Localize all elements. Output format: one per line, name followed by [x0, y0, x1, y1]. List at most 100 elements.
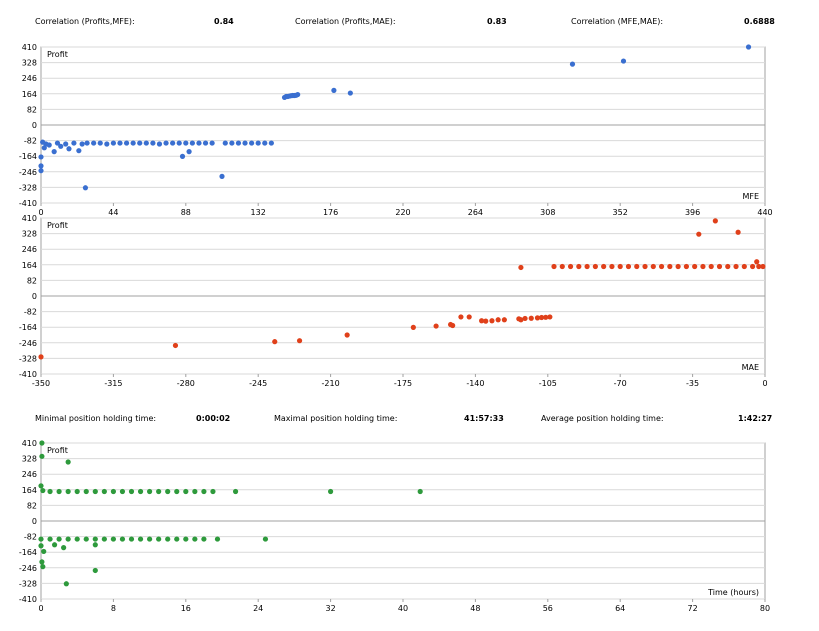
x-tick-label: -210: [322, 379, 340, 388]
y-tick-label: -410: [19, 370, 37, 379]
data-point: [255, 140, 261, 146]
stat-label: Minimal position holding time:: [35, 414, 157, 423]
data-point: [91, 140, 97, 146]
data-point: [61, 545, 67, 551]
data-point: [609, 263, 615, 270]
y-tick-label: 82: [27, 501, 37, 510]
stat-value: 41:57:33: [464, 414, 504, 423]
data-point: [104, 141, 110, 147]
data-point: [71, 140, 77, 146]
data-point: [41, 548, 47, 555]
x-tick-label: -245: [249, 379, 267, 388]
data-point: [165, 488, 171, 495]
data-point: [601, 263, 607, 270]
data-point: [128, 536, 135, 542]
x-tick-label: 220: [395, 208, 410, 217]
data-point: [76, 148, 82, 154]
data-point: [592, 263, 598, 270]
y-tick-label: -410: [19, 199, 37, 208]
stat-value: 0.6888: [744, 17, 775, 26]
data-point: [74, 488, 80, 495]
stat-label: Average position holding time:: [541, 414, 664, 423]
data-point: [489, 318, 495, 324]
data-point: [242, 140, 248, 146]
x-tick-label: -280: [177, 379, 195, 388]
data-point: [741, 263, 747, 270]
data-point: [196, 140, 202, 146]
y-tick-label: -328: [19, 354, 37, 363]
holding-time-stats: Minimal position holding time: 0:00:02 M…: [0, 414, 819, 428]
x-tick-label: 0: [38, 604, 43, 613]
data-point: [38, 154, 44, 160]
data-point: [296, 338, 303, 344]
data-point: [559, 263, 565, 270]
y-tick-label: -164: [19, 548, 37, 557]
data-point: [56, 488, 62, 495]
data-point: [745, 44, 752, 50]
data-point: [137, 140, 143, 146]
data-point: [170, 140, 176, 146]
data-point: [433, 323, 439, 329]
data-point: [658, 263, 665, 270]
data-point: [466, 314, 472, 320]
x-tick-label: -350: [32, 379, 50, 388]
data-point: [262, 140, 268, 146]
data-point: [117, 140, 123, 146]
y-tick-label: 328: [22, 455, 37, 464]
y-tick-label: -410: [19, 595, 37, 604]
data-point: [479, 318, 485, 324]
y-tick-label: 164: [22, 261, 37, 270]
data-point: [222, 140, 228, 146]
data-point: [147, 488, 153, 495]
data-point: [38, 543, 44, 549]
data-point: [295, 91, 301, 98]
data-point: [92, 488, 98, 495]
data-point: [192, 536, 198, 542]
data-point: [262, 536, 269, 542]
data-point: [82, 185, 89, 191]
x-tick-label: 308: [540, 208, 555, 217]
data-point: [760, 263, 766, 270]
data-point: [584, 263, 590, 270]
data-point: [716, 263, 723, 270]
data-point: [101, 536, 107, 542]
y-tick-label: 164: [22, 486, 37, 495]
data-point: [56, 536, 62, 542]
data-point: [165, 536, 171, 542]
data-point: [123, 140, 130, 146]
data-point: [214, 536, 221, 542]
data-point: [51, 149, 57, 155]
data-point: [130, 140, 136, 146]
x-tick-label: 8: [111, 604, 116, 613]
data-point: [712, 218, 718, 224]
data-point: [569, 61, 576, 67]
y-tick-label: -164: [19, 323, 37, 332]
data-point: [192, 488, 198, 495]
data-point: [202, 140, 209, 146]
data-point: [110, 488, 116, 495]
data-point: [551, 263, 557, 270]
x-tick-label: 32: [326, 604, 336, 613]
data-point: [620, 58, 627, 64]
y-axis-label: Profit: [47, 446, 68, 455]
x-tick-label: 396: [685, 208, 700, 217]
data-point: [65, 459, 71, 465]
data-point: [156, 536, 162, 542]
y-tick-label: -246: [19, 168, 37, 177]
data-point: [79, 141, 85, 147]
data-point: [92, 536, 98, 542]
x-tick-label: -175: [394, 379, 412, 388]
data-point: [128, 488, 135, 495]
x-tick-label: 440: [757, 208, 772, 217]
data-point: [183, 536, 189, 542]
y-tick-label: -246: [19, 339, 37, 348]
data-point: [331, 87, 337, 93]
y-tick-label: 410: [22, 43, 37, 52]
x-tick-label: 80: [760, 604, 770, 613]
data-point: [210, 488, 216, 495]
x-tick-label: -315: [104, 379, 122, 388]
data-point: [147, 536, 153, 542]
data-point: [201, 488, 207, 495]
data-point: [483, 318, 489, 324]
